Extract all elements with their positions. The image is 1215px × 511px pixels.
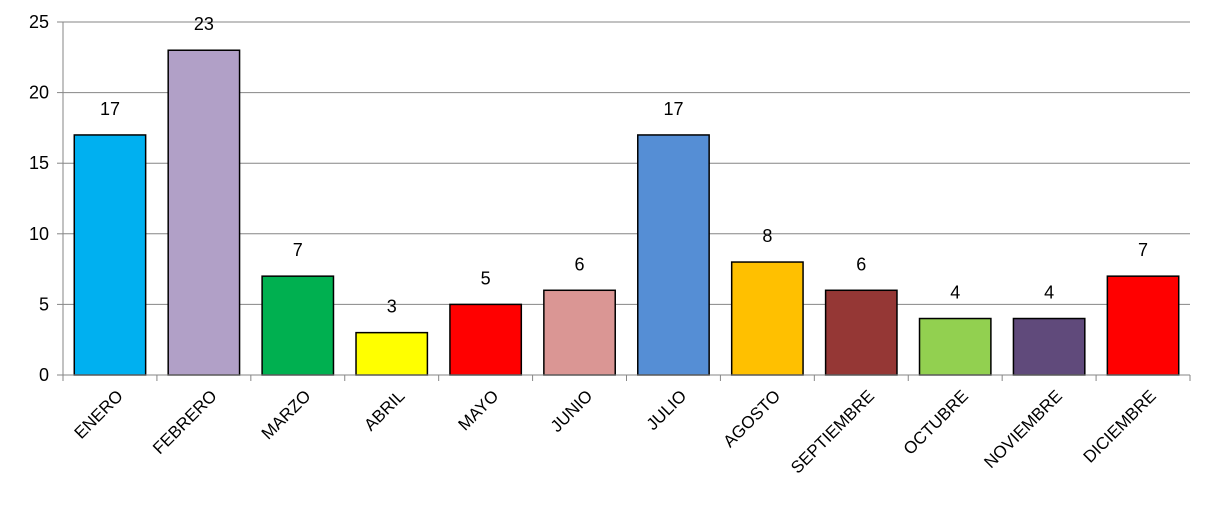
gridlines bbox=[63, 21, 1190, 305]
bar-diciembre bbox=[1106, 275, 1180, 376]
data-label: 8 bbox=[762, 226, 772, 246]
x-tick-label: MARZO bbox=[258, 386, 315, 443]
bar-noviembre bbox=[1012, 317, 1086, 376]
bar-marzo bbox=[261, 275, 335, 376]
bar-octubre bbox=[918, 317, 992, 376]
x-tick-label: AGOSTO bbox=[720, 386, 785, 451]
data-label: 6 bbox=[575, 254, 585, 274]
bar-abril bbox=[355, 331, 429, 376]
data-label: 5 bbox=[481, 268, 491, 288]
bar-junio bbox=[543, 289, 616, 376]
bar-septiembre bbox=[824, 289, 898, 376]
y-tick-label: 10 bbox=[29, 224, 49, 244]
x-tick-label: JULIO bbox=[643, 386, 691, 434]
x-tick-label: DICIEMBRE bbox=[1080, 386, 1160, 466]
x-tick-label: ABRIL bbox=[360, 386, 408, 434]
x-tick-label: NOVIEMBRE bbox=[980, 386, 1066, 472]
y-tick-label: 25 bbox=[29, 12, 49, 32]
y-tick-label: 20 bbox=[29, 83, 49, 103]
x-tick-label: FEBRERO bbox=[149, 386, 221, 458]
axes bbox=[57, 21, 1191, 381]
data-label: 4 bbox=[950, 283, 960, 303]
x-tick-label: JUNIO bbox=[547, 386, 596, 435]
x-tick-label: SEPTIEMBRE bbox=[787, 386, 878, 477]
data-label: 3 bbox=[387, 297, 397, 317]
data-label: 7 bbox=[293, 240, 303, 260]
bar-julio bbox=[637, 134, 710, 376]
data-label: 17 bbox=[100, 99, 120, 119]
bars bbox=[73, 49, 1180, 376]
bar-febrero bbox=[167, 49, 241, 376]
data-label: 7 bbox=[1138, 240, 1148, 260]
data-label: 6 bbox=[856, 254, 866, 274]
bar-mayo bbox=[449, 303, 523, 376]
x-tick-label: ENERO bbox=[71, 386, 127, 442]
x-tick-label: OCTUBRE bbox=[900, 386, 972, 458]
x-tick-label: MAYO bbox=[455, 386, 503, 434]
y-tick-label: 5 bbox=[39, 294, 49, 314]
data-label: 4 bbox=[1044, 283, 1054, 303]
y-tick-label: 15 bbox=[29, 153, 49, 173]
data-label: 23 bbox=[194, 14, 214, 34]
y-tick-label: 0 bbox=[39, 365, 49, 385]
data-label: 17 bbox=[663, 99, 683, 119]
bar-agosto bbox=[730, 261, 804, 376]
bar-enero bbox=[73, 134, 147, 376]
